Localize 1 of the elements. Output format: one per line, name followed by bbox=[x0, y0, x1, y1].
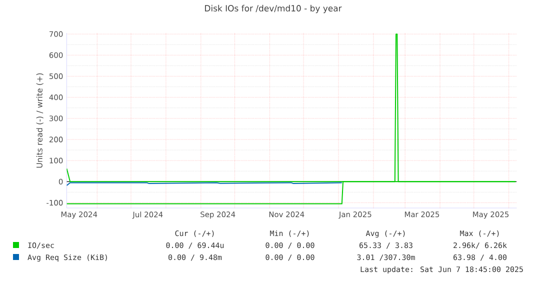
chart-title: Disk IOs for /dev/md10 - by year bbox=[205, 4, 342, 14]
